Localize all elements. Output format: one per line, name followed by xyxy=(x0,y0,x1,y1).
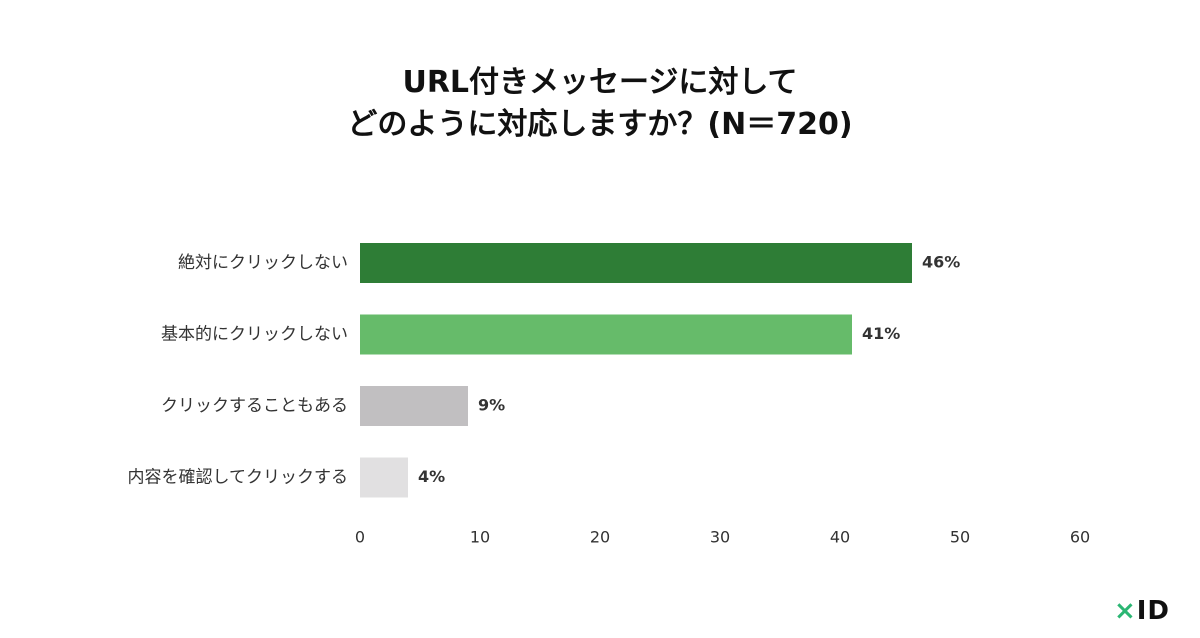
bar xyxy=(360,243,912,283)
category-label: 基本的にクリックしない xyxy=(161,325,348,345)
chart-title-line-1: URL付きメッセージに対して xyxy=(402,65,798,100)
chart-title: URL付きメッセージに対して どのように対応しますか？(N＝720) xyxy=(0,62,1200,146)
x-tick-label: 60 xyxy=(1070,528,1090,547)
x-tick-label: 30 xyxy=(710,528,730,547)
bar xyxy=(360,457,408,498)
value-label: 46% xyxy=(922,253,960,272)
x-tick-label: 20 xyxy=(590,528,610,547)
brand-logo-name: ID xyxy=(1136,596,1170,626)
x-tick-label: 10 xyxy=(470,528,490,547)
category-label: 絶対にクリックしない xyxy=(178,253,348,273)
value-label: 9% xyxy=(478,396,505,415)
category-label: 内容を確認してクリックする xyxy=(128,468,349,488)
bar xyxy=(360,314,852,355)
brand-logo-mark: × xyxy=(1113,596,1137,626)
bar xyxy=(360,386,468,426)
brand-logo: ×ID xyxy=(1114,596,1170,626)
category-label: クリックすることもある xyxy=(161,396,348,416)
x-tick-label: 40 xyxy=(830,528,850,547)
x-tick-label: 50 xyxy=(950,528,970,547)
x-tick-label: 0 xyxy=(355,528,365,547)
value-label: 41% xyxy=(862,324,900,343)
value-label: 4% xyxy=(418,467,445,486)
chart-title-line-2: どのように対応しますか？(N＝720) xyxy=(347,107,853,142)
